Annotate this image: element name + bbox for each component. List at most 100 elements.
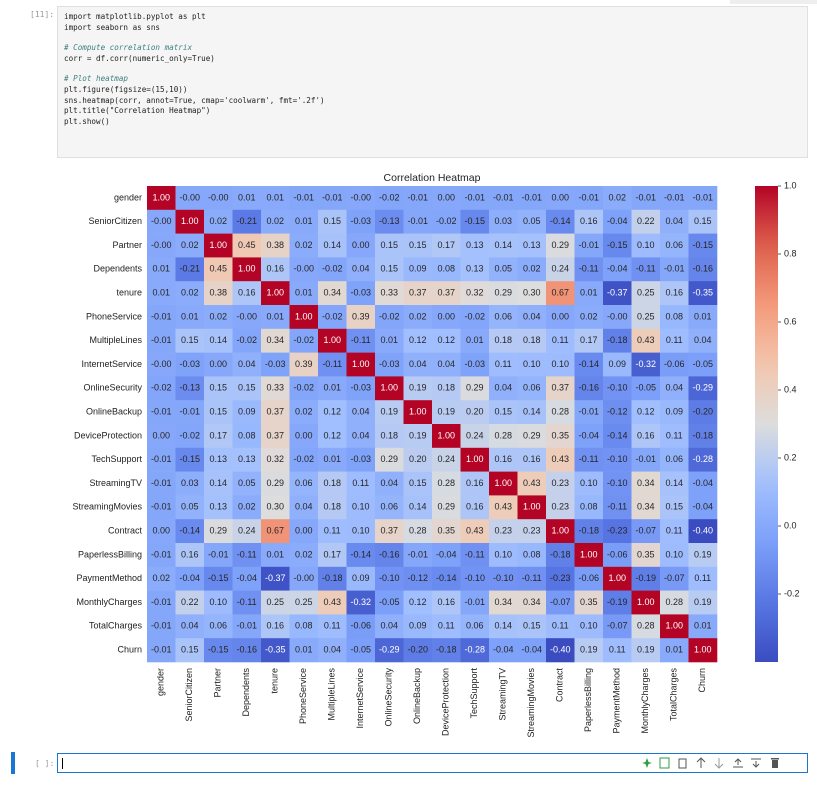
cell-value-label: 0.15 xyxy=(181,644,199,654)
heatmap-cell xyxy=(318,590,347,615)
cell-value-label: -0.40 xyxy=(692,525,713,535)
cell-value-label: 0.45 xyxy=(209,264,227,274)
delete-button[interactable] xyxy=(771,758,779,768)
cell-value-label: 0.29 xyxy=(494,287,512,297)
heatmap-cell xyxy=(517,281,547,306)
heatmap-cell xyxy=(460,376,490,401)
cell-value-label: -0.06 xyxy=(607,549,628,559)
cell-value-label: -0.01 xyxy=(236,621,257,631)
heatmap-cell xyxy=(403,400,433,425)
heatmap-cell xyxy=(318,566,347,591)
ai-button[interactable] xyxy=(642,758,652,768)
cell-value-label: 0.01 xyxy=(380,335,398,345)
heatmap-cell xyxy=(346,305,376,330)
heatmap-cell xyxy=(147,257,176,282)
heatmap-cell xyxy=(546,305,575,330)
heatmap-cell xyxy=(574,376,604,401)
cell-value-label: 0.18 xyxy=(323,502,341,512)
heatmap-cell xyxy=(147,281,176,306)
cell-value-label: -0.01 xyxy=(464,597,485,607)
heatmap-cell xyxy=(460,281,490,306)
heatmap-cell xyxy=(346,495,376,520)
x-tick-label: Churn xyxy=(697,668,707,693)
heatmap-cell xyxy=(574,638,604,663)
move-down-button[interactable] xyxy=(714,758,724,769)
copy-button[interactable] xyxy=(678,758,687,769)
heatmap-cell xyxy=(546,281,575,306)
heatmap-cell xyxy=(631,614,661,639)
cell-value-label: -0.32 xyxy=(350,597,371,607)
colorbar-tick-label: 0.4 xyxy=(784,384,797,394)
heatmap-cell xyxy=(375,614,404,639)
cell-value-label: 0.09 xyxy=(409,621,427,631)
cell-value-label: 0.22 xyxy=(181,597,199,607)
heatmap-cell xyxy=(517,519,547,544)
heatmap-cell xyxy=(489,447,518,472)
heatmap-cell xyxy=(204,352,233,377)
code-cell[interactable]: import matplotlib.pyplot as plt import se… xyxy=(57,6,808,158)
cell-value-label: 0.14 xyxy=(209,478,227,488)
heatmap-cell xyxy=(147,638,176,663)
cell-value-label: 0.19 xyxy=(409,383,427,393)
heatmap-cell xyxy=(147,495,176,520)
heatmap-cell xyxy=(403,352,433,377)
heatmap-cell xyxy=(175,233,205,258)
cell-value-label: 0.05 xyxy=(523,216,541,226)
cell-value-label: 0.06 xyxy=(523,383,541,393)
cell-value-label: 0.22 xyxy=(637,216,655,226)
insert-above-button[interactable] xyxy=(733,758,743,768)
cell-value-label: -0.14 xyxy=(607,430,628,440)
heatmap-cell xyxy=(603,424,632,449)
heatmap-cell xyxy=(546,352,575,377)
heatmap-cell xyxy=(318,328,347,353)
heatmap-cell xyxy=(688,281,718,306)
cell-value-label: 0.00 xyxy=(437,311,455,321)
cell-value-label: 0.09 xyxy=(608,359,626,369)
heatmap-cell xyxy=(489,471,518,496)
heatmap-cell xyxy=(175,590,205,615)
cell-value-label: -0.02 xyxy=(322,264,343,274)
heatmap-cell xyxy=(318,447,347,472)
heatmap-cell xyxy=(517,328,547,353)
heatmap-cell xyxy=(147,543,176,568)
cell-value-label: 0.02 xyxy=(209,311,227,321)
heatmap-cell xyxy=(232,495,262,520)
cell-value-label: 0.28 xyxy=(551,406,569,416)
cell-value-label: -0.11 xyxy=(351,335,371,345)
cell-value-label: -0.03 xyxy=(464,359,485,369)
heatmap-cell xyxy=(175,400,205,425)
empty-code-cell[interactable] xyxy=(57,753,808,773)
cell-value-label: 0.12 xyxy=(409,335,427,345)
move-up-button[interactable] xyxy=(696,757,706,768)
code-line: import seaborn as sns xyxy=(64,22,161,32)
cell-value-label: 1.00 xyxy=(152,192,170,202)
heatmap-cell xyxy=(688,328,718,353)
heatmap-cell xyxy=(289,566,319,591)
cell-value-label: 0.01 xyxy=(580,287,598,297)
heatmap-cell xyxy=(603,376,632,401)
insert-below-button[interactable] xyxy=(751,758,761,768)
heatmap-cell xyxy=(546,186,575,211)
heatmap-cell xyxy=(574,543,604,568)
heatmap-cell xyxy=(517,638,547,663)
cell-value-label: 0.28 xyxy=(637,621,655,631)
heatmap-cell xyxy=(517,590,547,615)
heatmap-cell xyxy=(375,566,404,591)
heatmap-cell xyxy=(318,495,347,520)
format-button[interactable] xyxy=(659,757,670,769)
cell-value-label: -0.06 xyxy=(664,359,685,369)
heatmap-cell xyxy=(688,590,718,615)
heatmap-cell xyxy=(432,495,461,520)
cell-value-label: 0.39 xyxy=(295,359,313,369)
heatmap-cell xyxy=(574,281,604,306)
heatmap-cell xyxy=(546,495,575,520)
heatmap-cell xyxy=(460,614,490,639)
cell-value-label: -0.01 xyxy=(407,216,428,226)
heatmap-cell xyxy=(489,281,518,306)
cell-value-label: 0.43 xyxy=(494,502,512,512)
heatmap-cell xyxy=(375,281,404,306)
x-tick-label: StreamingMovies xyxy=(526,668,536,738)
cell-value-label: 0.04 xyxy=(352,406,370,416)
cell-value-label: -0.11 xyxy=(607,502,627,512)
heatmap-cell xyxy=(603,543,632,568)
